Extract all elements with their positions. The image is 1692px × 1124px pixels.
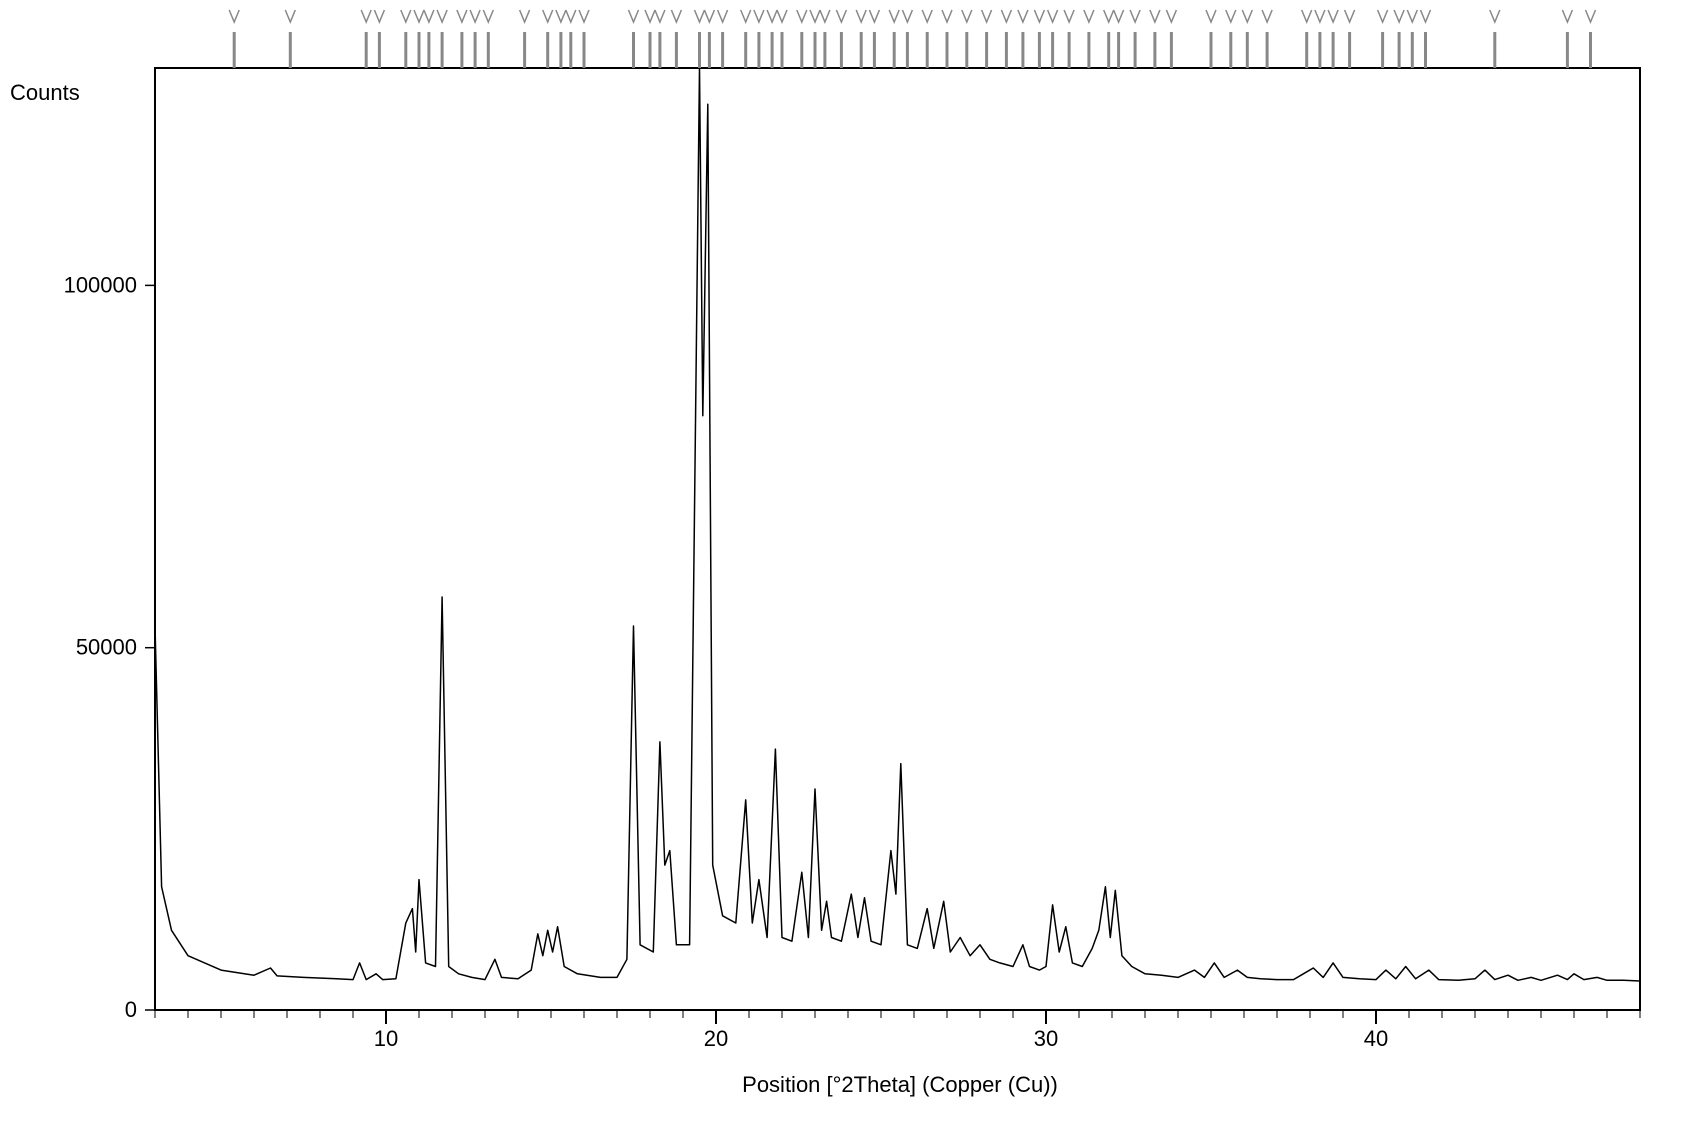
xrd-chart: 0 50000 100000 10 20 30 40 xyxy=(0,0,1692,1124)
x-tick-label: 10 xyxy=(374,1026,398,1051)
x-tick-label: 40 xyxy=(1364,1026,1388,1051)
x-tick-label: 20 xyxy=(704,1026,728,1051)
diffractogram-line xyxy=(155,68,1640,981)
y-tick-label: 50000 xyxy=(76,635,137,660)
y-tick-label: 0 xyxy=(125,997,137,1022)
y-tick-label: 100000 xyxy=(64,272,137,297)
x-tick-label: 30 xyxy=(1034,1026,1058,1051)
